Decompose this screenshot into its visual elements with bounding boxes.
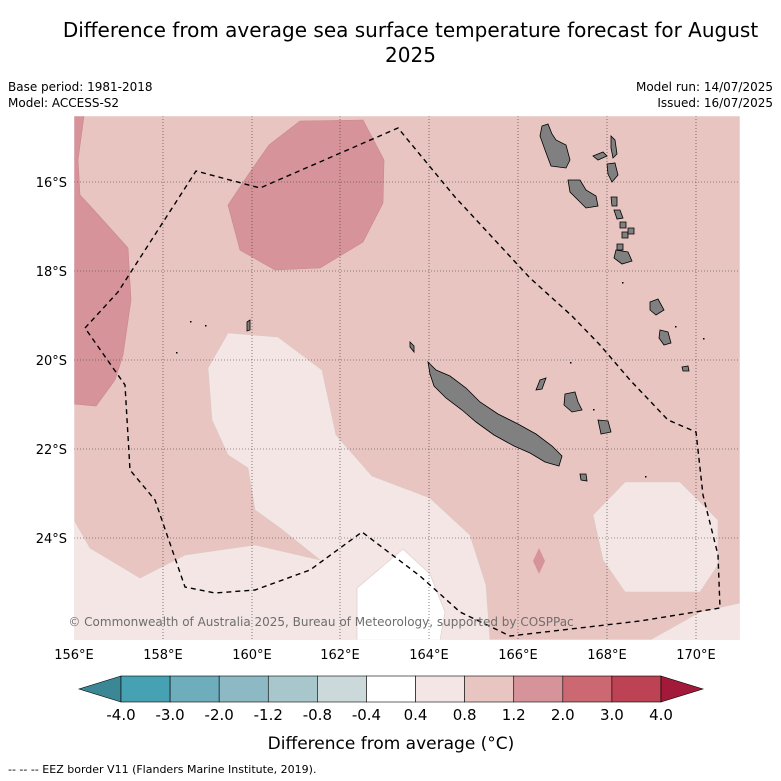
meta-left: Base period: 1981-2018 Model: ACCESS-S2 <box>8 79 153 111</box>
vanuatu-pentecost-landmass <box>610 135 618 159</box>
lat-label-16s: 16°S <box>36 176 67 191</box>
meta-right: Model run: 14/07/2025 Issued: 16/07/2025 <box>636 79 773 111</box>
colorbar-tick-label: -3.0 <box>155 706 184 724</box>
lon-label-168e: 168°E <box>587 648 627 663</box>
specks <box>176 282 705 478</box>
eez-legend-note: -- -- -- EEZ border V11 (Flanders Marine… <box>8 763 317 776</box>
colorbar-title: Difference from average (°C) <box>268 734 515 754</box>
vanuatu-small-3-landmass <box>627 227 635 235</box>
lon-label-156e: 156°E <box>54 648 94 663</box>
lon-label-158e: 158°E <box>143 648 183 663</box>
lon-tick-labels: 156°E 158°E 160°E 162°E 164°E 166°E 168°… <box>54 648 716 663</box>
eez-border <box>84 127 721 637</box>
lon-label-164e: 164°E <box>409 648 449 663</box>
cool-anomaly-south-center <box>356 548 446 640</box>
colorbar-tick-label: 0.4 <box>404 706 428 724</box>
vanuatu-efate-landmass <box>613 249 633 265</box>
colorbar-tick-label: -0.4 <box>352 706 381 724</box>
colorbar-tick-label: 4.0 <box>649 706 673 724</box>
model-run: Model run: 14/07/2025 <box>635 80 773 94</box>
colorbar-swatch <box>464 675 515 703</box>
vanuatu-erromango-landmass <box>649 298 665 316</box>
colorbar-swatch <box>415 675 465 703</box>
colorbar-tick-label: -4.0 <box>106 706 135 724</box>
colorbar-swatch <box>120 675 171 703</box>
vanuatu-small-2-landmass <box>621 231 629 239</box>
islet-west-landmass <box>246 319 251 332</box>
vanuatu-espiritu-santo-landmass <box>539 123 571 169</box>
lon-label-160e: 160°E <box>232 648 272 663</box>
vanuatu-ambae-landmass <box>592 151 608 161</box>
lat-label-24s: 24°S <box>36 532 67 547</box>
base-period: Base period: 1981-2018 <box>8 80 153 94</box>
warm-spot <box>533 548 545 574</box>
cool-anomaly-southeast <box>649 602 740 640</box>
land-masses <box>246 123 690 482</box>
vanuatu-small-1-landmass <box>619 221 627 229</box>
vanuatu-ambrym-landmass <box>606 162 619 183</box>
lat-tick-labels: 16°S 18°S 20°S 22°S 24°S <box>36 176 67 547</box>
colorbar-swatch <box>169 675 220 703</box>
colorbar-swatch <box>611 675 662 703</box>
lon-label-166e: 166°E <box>498 648 538 663</box>
lon-label-162e: 162°E <box>320 648 360 663</box>
lat-label-18s: 18°S <box>36 265 67 280</box>
vanuatu-malekula-landmass <box>567 179 599 209</box>
colorbar-tick-label: -1.2 <box>254 706 283 724</box>
lon-label-170e: 170°E <box>676 648 716 663</box>
vanuatu-small-4-landmass <box>616 243 624 251</box>
gridlines <box>74 116 740 640</box>
issued-date: Issued: 16/07/2025 <box>657 96 773 110</box>
warm-anomaly-north <box>227 119 385 271</box>
map-copyright: © Commonwealth of Australia 2025, Bureau… <box>68 615 573 629</box>
new-caledonia-landmass <box>427 360 563 467</box>
colorbar: -4.0 -3.0 -2.0 -1.2 -0.8 -0.4 0.4 0.8 1.2 2.0 3.0 4… <box>77 675 705 724</box>
colorbar-tick-label: 0.8 <box>453 706 477 724</box>
belep-landmass <box>409 341 415 354</box>
colorbar-swatch <box>366 675 416 703</box>
lat-label-20s: 20°S <box>36 354 67 369</box>
lifou-landmass <box>597 419 612 435</box>
lat-label-22s: 22°S <box>36 443 67 458</box>
vanuatu-tanna-landmass <box>658 329 672 346</box>
colorbar-swatch <box>218 675 269 703</box>
loyalty-islands-landmass <box>563 391 583 413</box>
vanuatu-shepherd-landmass <box>613 209 624 220</box>
walpole-landmass <box>579 473 588 482</box>
colorbar-extend-high <box>660 675 705 703</box>
colorbar-tick-label: -2.0 <box>205 706 234 724</box>
chart-title: Difference from average sea surface temp… <box>62 18 759 67</box>
ouvea-landmass <box>535 377 547 391</box>
colorbar-swatch <box>562 675 613 703</box>
map-frame <box>73 115 741 641</box>
map-area <box>74 116 740 640</box>
colorbar-swatch <box>267 675 318 703</box>
vanuatu-aneityum-landmass <box>681 365 690 372</box>
model-name: Model: ACCESS-S2 <box>8 96 120 110</box>
colorbar-extend-low <box>77 675 122 703</box>
colorbar-tick-label: -0.8 <box>303 706 332 724</box>
colorbar-swatch <box>317 675 367 703</box>
colorbar-tick-label: 2.0 <box>551 706 575 724</box>
colorbar-swatch <box>513 675 564 703</box>
vanuatu-epi-landmass <box>610 196 618 207</box>
colorbar-tick-label: 1.2 <box>502 706 526 724</box>
colorbar-tick-label: 3.0 <box>600 706 624 724</box>
